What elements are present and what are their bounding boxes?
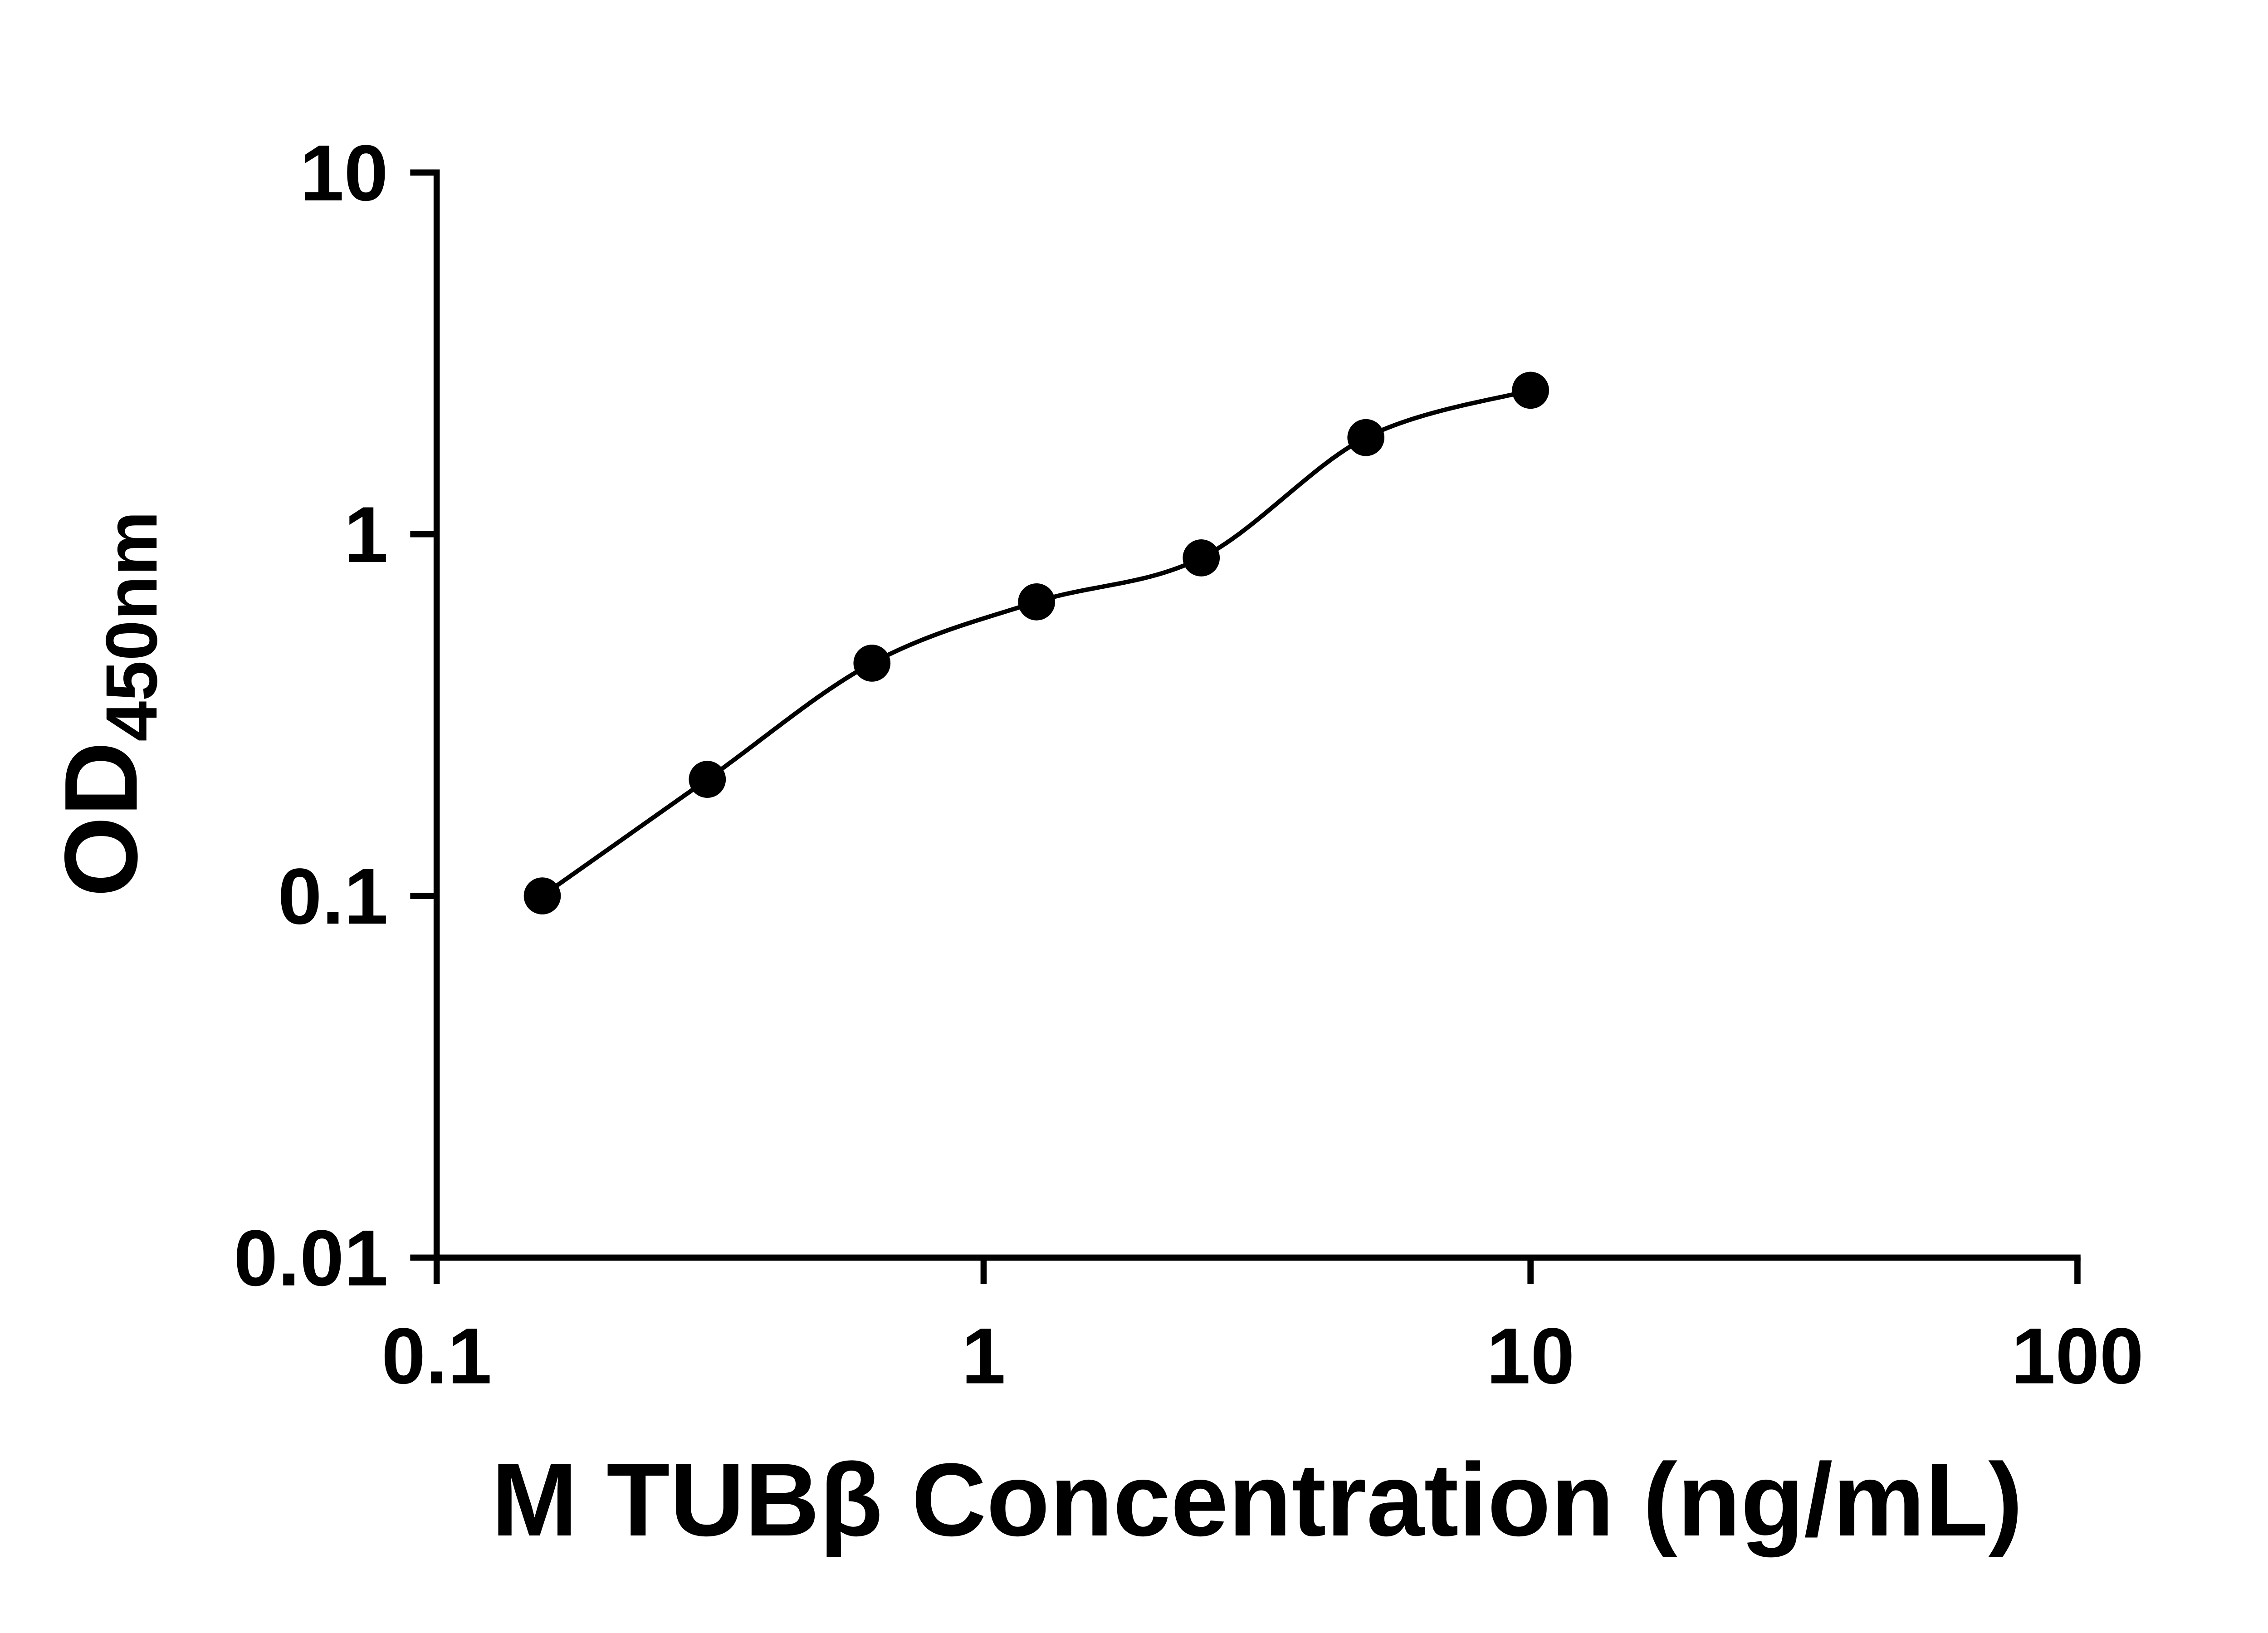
y-axis-tick-label: 0.01 [234, 1214, 388, 1303]
axes: 0.1 1 10 100 10 1 0.1 0.01 [234, 129, 2144, 1401]
fit-curve [540, 388, 1533, 898]
data-point-marker [1183, 539, 1220, 577]
data-point-marker [689, 761, 726, 798]
data-point-marker [1512, 372, 1549, 409]
data-series [523, 372, 1549, 914]
data-point-marker [1018, 583, 1056, 621]
data-point-marker [1347, 419, 1385, 456]
y-axis-tick-label: 1 [344, 491, 388, 579]
y-axis-title-subscript: 450nm [91, 511, 172, 741]
x-axis-tick-label: 1 [962, 1312, 1006, 1401]
data-point-marker [853, 645, 891, 682]
y-axis-title-main: OD [43, 742, 159, 897]
x-axis-title: M TUBβ Concentration (ng/mL) [491, 1442, 2023, 1558]
x-axis-tick-label: 100 [2011, 1312, 2144, 1401]
data-point-marker [523, 877, 561, 914]
y-axis-title: OD450nm [43, 511, 172, 897]
x-axis-tick-label: 10 [1486, 1312, 1575, 1401]
y-axis-tick-label: 0.1 [278, 852, 388, 941]
axis-frame [433, 169, 2081, 1261]
x-axis-tick-label: 0.1 [381, 1312, 492, 1401]
y-axis-tick-label: 10 [300, 129, 388, 218]
